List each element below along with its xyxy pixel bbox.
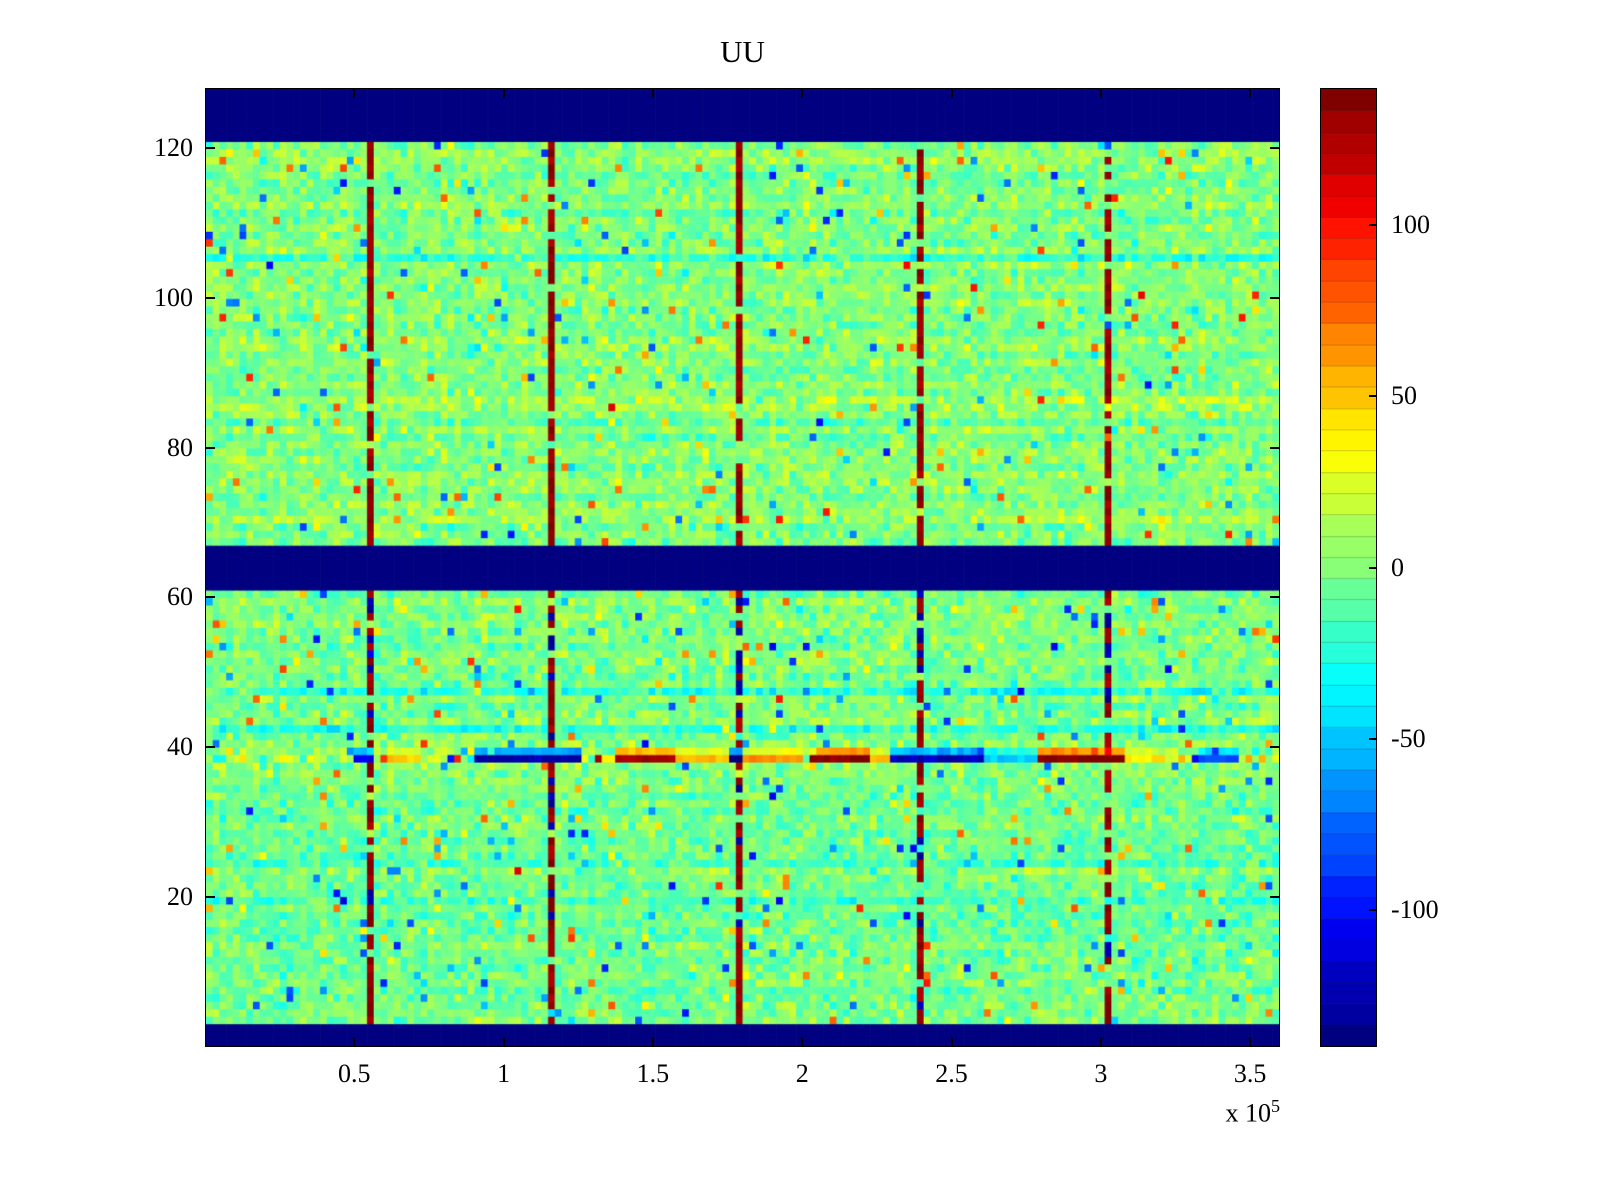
- colorbar-tick-mark: [1369, 909, 1376, 911]
- y-tick-label: 60: [167, 582, 193, 612]
- colorbar-tick-label: 100: [1391, 210, 1430, 239]
- colorbar-tick-label: 0: [1391, 552, 1404, 582]
- plot-area: [205, 88, 1280, 1047]
- x-tick-label: 2.5: [935, 1059, 968, 1088]
- y-tick-label: 40: [167, 732, 193, 762]
- y-tick-mark: [206, 296, 215, 299]
- colorbar-canvas: [1321, 89, 1376, 1046]
- y-tick-mark: [1270, 446, 1279, 449]
- y-tick-mark: [1270, 146, 1279, 149]
- x-tick-mark: [950, 89, 953, 98]
- y-tick-mark: [206, 146, 215, 149]
- y-tick-mark: [1270, 746, 1279, 749]
- colorbar-tick-label: 50: [1391, 381, 1417, 411]
- x-tick-mark: [1099, 89, 1102, 98]
- x-tick-label: 1: [497, 1059, 511, 1088]
- y-tick-label: 120: [154, 132, 193, 162]
- y-tick-label: 100: [154, 282, 193, 312]
- colorbar-tick-label: -100: [1391, 895, 1439, 924]
- colorbar-tick-mark: [1369, 395, 1376, 398]
- x-tick-mark: [651, 1037, 654, 1046]
- x-tick-mark: [801, 89, 804, 98]
- y-tick-mark: [206, 896, 215, 899]
- y-tick-mark: [1270, 296, 1279, 299]
- y-tick-mark: [1270, 596, 1279, 599]
- x-tick-mark: [502, 89, 505, 98]
- x-exponent-base: x 10: [1225, 1098, 1272, 1128]
- x-tick-mark: [1249, 89, 1252, 98]
- x-tick-label: 0.5: [338, 1059, 371, 1088]
- y-tick-label: 20: [167, 882, 193, 912]
- y-tick-mark: [206, 596, 215, 599]
- x-tick-mark: [502, 1037, 505, 1046]
- chart-title: UU: [720, 34, 765, 69]
- x-tick-mark: [801, 1037, 804, 1046]
- x-tick-mark: [1249, 1037, 1252, 1046]
- y-tick-mark: [206, 746, 215, 749]
- colorbar-tick-label: -50: [1391, 723, 1426, 753]
- colorbar-tick-mark: [1369, 737, 1376, 740]
- colorbar-tick-mark: [1369, 566, 1376, 569]
- colorbar-tick-mark: [1369, 224, 1376, 226]
- colorbar: [1320, 88, 1377, 1047]
- x-tick-mark: [353, 89, 356, 98]
- x-tick-mark: [950, 1037, 953, 1046]
- x-tick-label: 3: [1094, 1059, 1108, 1088]
- x-tick-label: 1.5: [636, 1059, 670, 1088]
- x-exponent-sup: 5: [1271, 1096, 1280, 1116]
- x-tick-mark: [651, 89, 654, 98]
- x-tick-mark: [1099, 1037, 1102, 1046]
- y-tick-mark: [1270, 896, 1279, 899]
- heatmap-canvas: [206, 89, 1279, 1046]
- y-tick-mark: [206, 446, 215, 449]
- y-tick-label: 80: [167, 432, 193, 462]
- x-tick-label: 2: [795, 1059, 809, 1088]
- x-tick-mark: [353, 1037, 356, 1046]
- x-tick-label: 3.5: [1233, 1059, 1267, 1088]
- x-axis-exponent-label: x 105: [1080, 1096, 1281, 1129]
